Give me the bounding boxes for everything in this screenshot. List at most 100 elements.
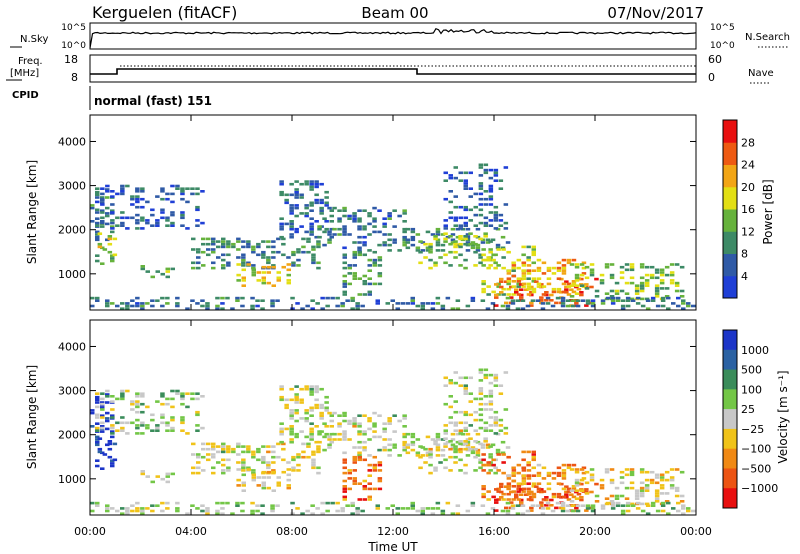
velocity-cell: [216, 450, 221, 454]
power-cell: [488, 250, 493, 254]
power-cell: [535, 299, 541, 302]
velocity-cell: [95, 405, 100, 409]
velocity-cell: [468, 424, 473, 427]
velocity-cell: [499, 482, 504, 486]
velocity-cell: [485, 443, 491, 447]
velocity-cell: [221, 463, 226, 467]
velocity-cell: [221, 442, 226, 446]
power-cell: [221, 258, 226, 262]
velocity-cell: [498, 424, 504, 427]
velocity-cell: [320, 512, 325, 515]
power-cell: [511, 285, 517, 288]
power-cell: [539, 299, 544, 302]
velocity-cell: [130, 504, 135, 507]
velocity-cell: [296, 455, 301, 459]
velocity-cell: [246, 450, 251, 454]
power-cell: [201, 242, 206, 246]
power-cell: [327, 241, 332, 244]
power-cell: [95, 211, 100, 214]
velocity-cell: [352, 417, 357, 420]
velocity-cell: [516, 487, 521, 491]
velocity-cell: [584, 481, 590, 485]
velocity-cell: [95, 443, 100, 447]
power-cell: [430, 302, 436, 305]
power-cell: [236, 248, 241, 251]
velocity-cell: [541, 490, 547, 493]
velocity-cell: [125, 507, 130, 510]
velocity-cell: [289, 425, 294, 428]
power-cell: [216, 240, 221, 243]
freq-left-label-2: [MHz]: [10, 68, 39, 79]
velocity-cell: [246, 447, 251, 451]
velocity-cell: [220, 501, 225, 505]
velocity-cell: [112, 442, 118, 446]
power-cell: [320, 307, 325, 310]
velocity-cell: [475, 454, 481, 457]
power-cell: [105, 212, 110, 215]
power-cell: [564, 280, 569, 283]
power-cell: [271, 245, 276, 249]
velocity-cell: [357, 440, 362, 444]
power-cell: [493, 261, 498, 265]
power-cell: [125, 304, 130, 308]
velocity-cell: [481, 453, 486, 456]
velocity-cell: [483, 395, 489, 398]
power-cell: [279, 235, 284, 239]
power-cell: [329, 220, 334, 223]
velocity-cell: [294, 409, 299, 412]
power-cell: [566, 293, 572, 296]
velocity-cell: [619, 470, 625, 474]
velocity-cell: [503, 371, 509, 374]
power-cell: [352, 241, 357, 244]
power-cell: [377, 264, 383, 267]
power-cell: [180, 224, 185, 227]
power-cell: [498, 179, 504, 182]
velocity-cell: [105, 393, 110, 396]
velocity-cell: [261, 455, 266, 459]
power-cell: [480, 299, 486, 302]
power-cell: [95, 230, 100, 234]
power-cell: [120, 302, 125, 305]
velocity-cell: [488, 373, 494, 377]
power-cell: [415, 249, 421, 252]
power-colorbar-frame: [722, 119, 738, 299]
power-cell: [453, 195, 458, 198]
power-cell: [463, 242, 468, 246]
velocity-cell: [299, 398, 304, 402]
velocity-cell: [135, 424, 140, 427]
velocity-cell: [579, 478, 585, 482]
velocity-cell: [584, 470, 590, 474]
power-cell: [309, 209, 314, 212]
velocity-cell: [367, 498, 372, 501]
power-cell: [649, 273, 655, 277]
velocity-cell: [367, 487, 372, 491]
velocity-cell: [453, 450, 458, 454]
velocity-cell: [468, 437, 473, 440]
power-cell: [410, 227, 416, 231]
velocity-cell: [561, 463, 567, 467]
velocity-cell: [463, 387, 468, 390]
power-cell: [291, 250, 296, 254]
velocity-colorbar-tick: −25: [741, 423, 764, 436]
velocity-cell: [579, 489, 585, 492]
power-cell: [125, 302, 130, 305]
power-cell: [352, 272, 357, 275]
power-cell: [410, 235, 416, 239]
power-cell: [402, 241, 407, 244]
velocity-cell: [275, 504, 280, 507]
velocity-cell: [180, 392, 185, 395]
velocity-cell: [105, 401, 110, 404]
power-cell: [140, 307, 145, 310]
velocity-cell: [140, 507, 145, 510]
velocity-cell: [463, 413, 468, 417]
power-cell: [531, 277, 537, 280]
power-cell: [435, 233, 441, 236]
velocity-cell: [550, 509, 556, 513]
power-cell: [566, 282, 572, 286]
velocity-cell: [634, 492, 640, 495]
velocity-cell: [309, 390, 314, 394]
power-cell: [105, 190, 110, 193]
velocity-cell: [460, 443, 466, 447]
power-cell: [468, 171, 473, 175]
power-cell: [107, 250, 113, 254]
